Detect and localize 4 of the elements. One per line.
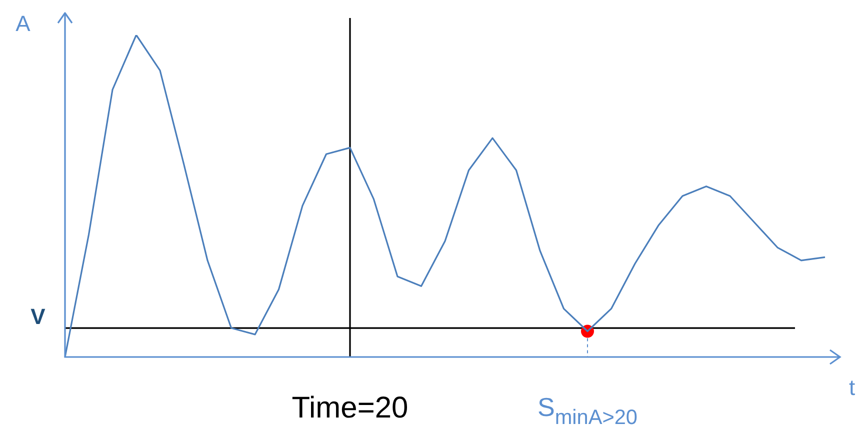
x-axis-title: t bbox=[848, 375, 856, 400]
ref-line-label: V bbox=[30, 304, 46, 330]
x-tick-label: Time=20 bbox=[292, 391, 408, 424]
y-axis-title: A bbox=[16, 11, 31, 36]
